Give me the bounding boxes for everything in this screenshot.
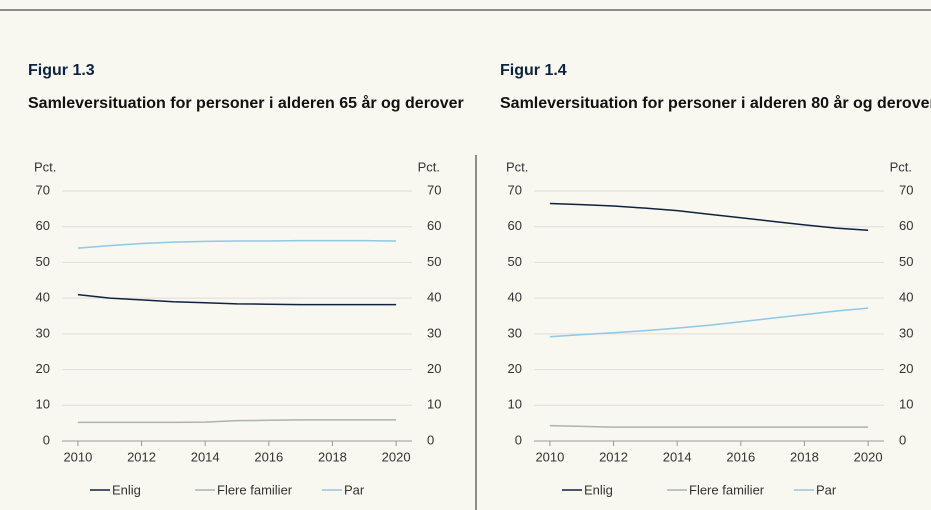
y2-tick-label: 10 [899, 397, 913, 412]
figure-number: Figur 1.3 [28, 62, 95, 79]
legend-label: Flere familier [217, 482, 293, 497]
y-tick-label: 0 [515, 432, 522, 447]
x-tick-label: 2012 [599, 449, 628, 464]
y-tick-label: 40 [36, 290, 50, 305]
x-tick-label: 2016 [726, 449, 755, 464]
y-tick-label: 30 [36, 325, 50, 340]
x-tick-label: 2014 [663, 449, 692, 464]
y-axis-label: Pct. [506, 159, 528, 174]
y2-tick-label: 0 [899, 432, 906, 447]
line-series [77, 239, 397, 249]
y-tick-label: 20 [508, 361, 522, 376]
y2-tick-label: 70 [427, 182, 441, 197]
y2-tick-label: 50 [899, 254, 913, 269]
y2-tick-label: 10 [427, 397, 441, 412]
y-tick-label: 0 [43, 432, 50, 447]
line-series [77, 293, 397, 306]
y-tick-label: 10 [36, 397, 50, 412]
y2-axis-label: Pct. [418, 159, 440, 174]
legend-label: Par [816, 482, 837, 497]
line-series [77, 419, 397, 424]
x-tick-label: 2014 [191, 449, 220, 464]
x-tick-label: 2020 [854, 449, 883, 464]
y2-tick-label: 60 [427, 218, 441, 233]
line-series [549, 424, 869, 428]
x-tick-label: 2018 [318, 449, 347, 464]
y-tick-label: 40 [508, 290, 522, 305]
y-tick-label: 50 [508, 254, 522, 269]
y2-tick-label: 40 [427, 290, 441, 305]
y-tick-label: 20 [36, 361, 50, 376]
y-axis-label: Pct. [34, 159, 56, 174]
x-tick-label: 2010 [535, 449, 564, 464]
figure-number: Figur 1.4 [500, 62, 567, 79]
y2-tick-label: 0 [427, 432, 434, 447]
y2-tick-label: 60 [899, 218, 913, 233]
y-tick-label: 70 [508, 182, 522, 197]
line-series [549, 307, 869, 338]
y2-tick-label: 20 [427, 361, 441, 376]
y-tick-label: 10 [508, 397, 522, 412]
legend-label: Enlig [112, 482, 141, 497]
y-tick-label: 30 [508, 325, 522, 340]
y-tick-label: 70 [36, 182, 50, 197]
x-tick-label: 2012 [127, 449, 156, 464]
y-tick-label: 60 [508, 218, 522, 233]
legend-label: Flere familier [689, 482, 765, 497]
x-tick-label: 2016 [254, 449, 283, 464]
y2-tick-label: 30 [427, 325, 441, 340]
y2-tick-label: 20 [899, 361, 913, 376]
y-tick-label: 60 [36, 218, 50, 233]
chart-title: Samleversituation for personer i alderen… [500, 95, 931, 112]
y2-axis-label: Pct. [890, 159, 912, 174]
y-tick-label: 50 [36, 254, 50, 269]
y2-tick-label: 30 [899, 325, 913, 340]
y2-tick-label: 40 [899, 290, 913, 305]
chart-title: Samleversituation for personer i alderen… [28, 95, 464, 112]
x-tick-label: 2020 [382, 449, 411, 464]
x-tick-label: 2018 [790, 449, 819, 464]
line-series [549, 202, 869, 232]
y2-tick-label: 70 [899, 182, 913, 197]
legend-label: Enlig [584, 482, 613, 497]
y2-tick-label: 50 [427, 254, 441, 269]
x-tick-label: 2010 [63, 449, 92, 464]
legend-label: Par [344, 482, 365, 497]
